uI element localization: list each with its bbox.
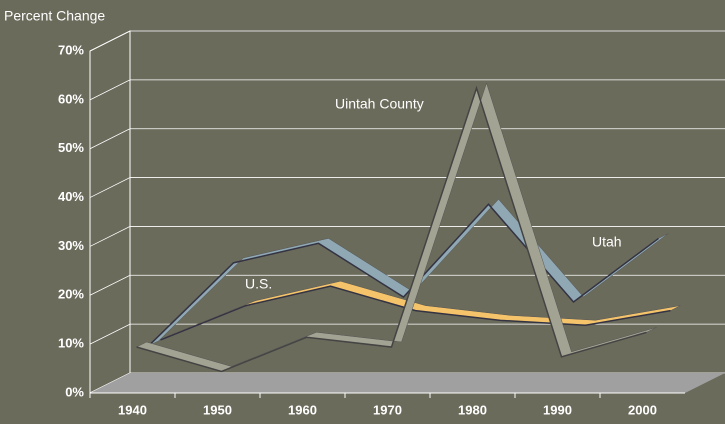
grid-line — [89, 30, 725, 52]
y-tick-label: 0% — [65, 384, 84, 399]
y-tick-label: 20% — [58, 287, 84, 302]
series-label: Uintah County — [335, 96, 424, 112]
y-tick-label: 60% — [58, 91, 84, 106]
x-tick-label: 1980 — [458, 402, 487, 417]
x-tick-label: 1960 — [288, 402, 317, 417]
grid-line — [89, 177, 725, 198]
series-line — [160, 285, 671, 341]
grid-line — [89, 79, 725, 101]
series-line — [147, 203, 659, 347]
grid-line — [89, 274, 725, 296]
x-tick-label: 1940 — [118, 402, 147, 417]
ribbon — [135, 82, 657, 372]
y-tick-label: 30% — [58, 238, 84, 253]
y-tick-label: 10% — [58, 336, 84, 351]
series-label: U.S. — [245, 276, 272, 292]
x-tick-label: 1970 — [373, 402, 402, 417]
y-axis-label: Percent Change — [4, 8, 105, 24]
y-tick-label: 40% — [58, 189, 84, 204]
x-tick-label: 2000 — [628, 402, 657, 417]
y-tick-label: 70% — [58, 42, 84, 57]
grid-line — [89, 128, 725, 150]
grid-line — [89, 226, 725, 247]
y-tick-label: 50% — [58, 140, 84, 155]
grid-line — [89, 323, 725, 345]
x-tick-label: 1990 — [543, 402, 572, 417]
series-label: Utah — [592, 234, 622, 250]
series-line — [136, 85, 647, 373]
floor — [90, 373, 725, 393]
x-tick-label: 1950 — [203, 402, 232, 417]
back-wall — [89, 30, 131, 394]
